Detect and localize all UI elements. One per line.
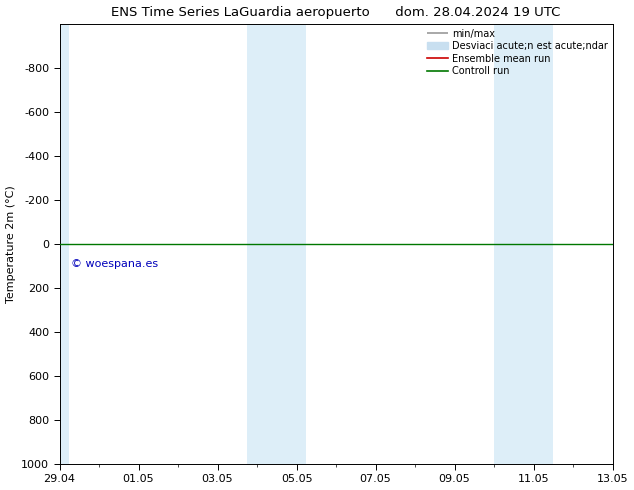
Bar xyxy=(494,24,553,464)
Title: ENS Time Series LaGuardia aeropuerto      dom. 28.04.2024 19 UTC: ENS Time Series LaGuardia aeropuerto dom… xyxy=(112,5,560,19)
Bar xyxy=(60,24,69,464)
Text: © woespana.es: © woespana.es xyxy=(70,259,158,269)
Legend: min/max, Desviaci acute;n est acute;ndar, Ensemble mean run, Controll run: min/max, Desviaci acute;n est acute;ndar… xyxy=(425,27,610,78)
Bar xyxy=(247,24,306,464)
Y-axis label: Temperature 2m (°C): Temperature 2m (°C) xyxy=(6,185,16,303)
